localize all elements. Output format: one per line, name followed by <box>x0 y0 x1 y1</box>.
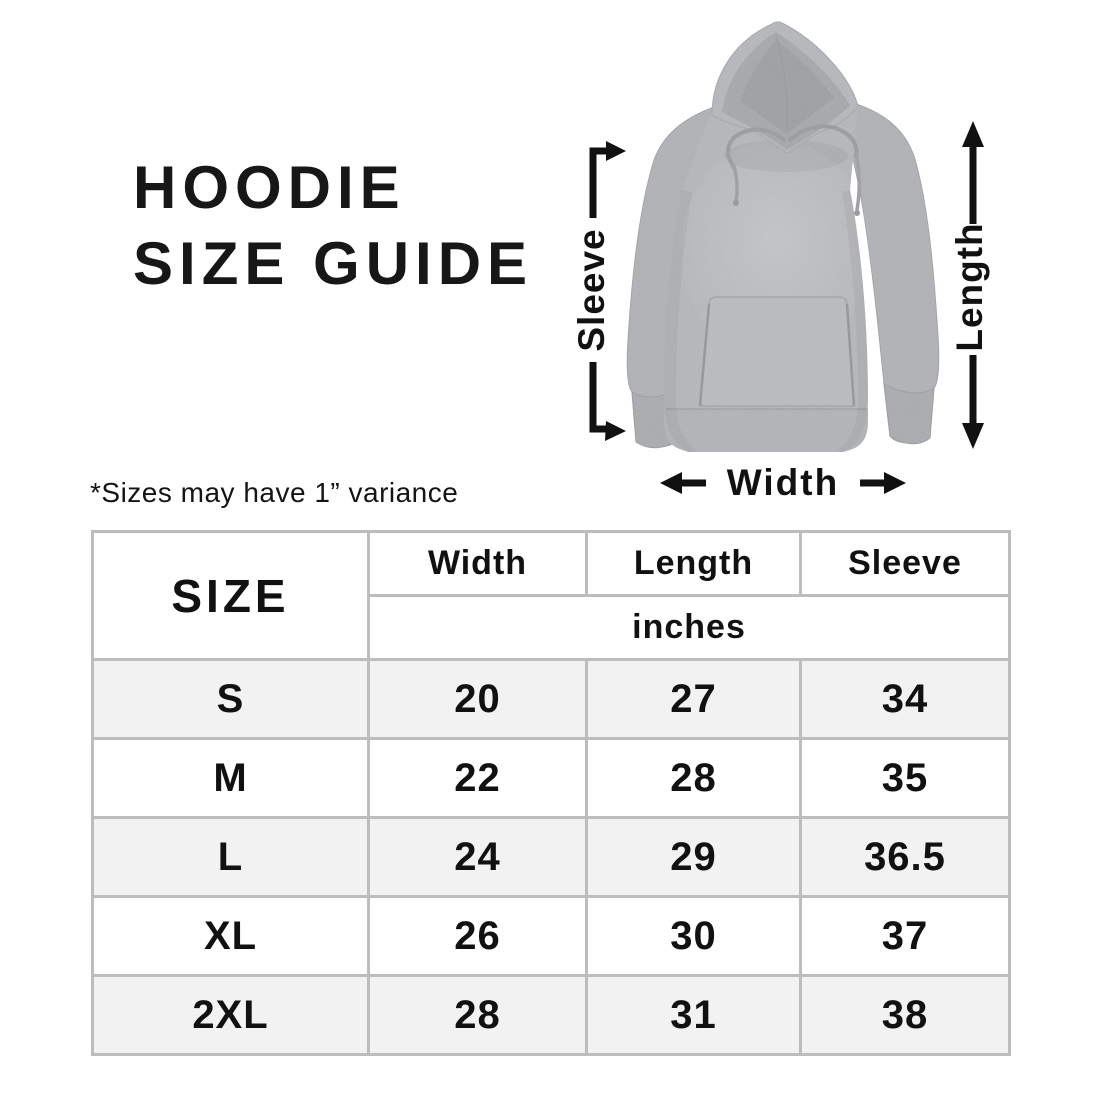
table-header-row: SIZE Width Length Sleeve <box>91 530 1011 661</box>
length-arrow <box>962 121 984 449</box>
table-unit-row: inches <box>93 594 1011 661</box>
width-cell: 22 <box>367 737 588 819</box>
length-cell: 28 <box>585 737 802 819</box>
sleeve-cell: 38 <box>799 974 1011 1056</box>
hood-crease <box>775 35 789 129</box>
length-cell: 30 <box>585 895 802 977</box>
left-drawstring-aglet <box>733 200 739 206</box>
length-label: Length <box>949 222 990 352</box>
width-cell: 26 <box>367 895 588 977</box>
right-drawstring <box>854 152 861 212</box>
col-header-width: Width <box>367 530 588 597</box>
length-cell: 29 <box>585 816 802 898</box>
page-title-line1: HOODIE <box>133 154 406 221</box>
sleeve-cell: 35 <box>799 737 1011 819</box>
page-title-line2: SIZE GUIDE <box>133 230 534 297</box>
table-row-xl: XL 26 30 37 <box>91 895 1011 977</box>
col-header-length: Length <box>585 530 802 597</box>
right-drawstring-aglet <box>854 210 860 216</box>
width-label: Width <box>726 462 840 503</box>
hoodie-right-cuff <box>883 383 935 445</box>
sleeve-cell: 34 <box>799 658 1011 740</box>
table-row-l: L 24 29 36.5 <box>91 816 1011 898</box>
size-cell: XL <box>91 895 370 977</box>
measurement-arrows <box>589 121 984 494</box>
page-title: HOODIE SIZE GUIDE <box>133 150 533 302</box>
hood-shadow <box>724 140 848 172</box>
width-cell: 28 <box>367 974 588 1056</box>
size-cell: M <box>91 737 370 819</box>
body-right-shade <box>836 190 868 452</box>
body-left-shade <box>664 190 698 452</box>
sleeve-arrow <box>589 141 626 441</box>
width-arrow-left <box>660 472 706 494</box>
sleeve-label: Sleeve <box>571 228 612 352</box>
table-row-2xl: 2XL 28 31 38 <box>91 974 1011 1056</box>
length-cell: 27 <box>585 658 802 740</box>
hoodie-image <box>626 21 940 452</box>
unit-header: inches <box>367 594 1011 661</box>
sleeve-cell: 37 <box>799 895 1011 977</box>
pocket-left-opening <box>698 303 711 407</box>
hood-inner-shadow <box>740 40 834 134</box>
variance-note: *Sizes may have 1” variance <box>90 477 459 508</box>
sleeve-cell: 36.5 <box>799 816 1011 898</box>
col-header-sleeve: Sleeve <box>799 530 1011 597</box>
size-cell: L <box>91 816 370 898</box>
size-corner-header: SIZE <box>91 530 370 661</box>
pocket-right-opening <box>845 303 856 407</box>
hoodie-hem <box>664 408 868 451</box>
right-cord-channel <box>788 124 859 158</box>
table-row-m: M 22 28 35 <box>91 737 1011 819</box>
size-table: SIZE Width Length Sleeve inches S 20 27 … <box>91 530 1011 1056</box>
left-drawstring <box>732 164 739 202</box>
length-cell: 31 <box>585 974 802 1056</box>
size-cell: S <box>91 658 370 740</box>
width-arrow-right <box>860 472 906 494</box>
left-cord-channel <box>726 127 786 170</box>
table-row-s: S 20 27 34 <box>91 658 1011 740</box>
size-cell: 2XL <box>91 974 370 1056</box>
width-cell: 20 <box>367 658 588 740</box>
width-cell: 24 <box>367 816 588 898</box>
